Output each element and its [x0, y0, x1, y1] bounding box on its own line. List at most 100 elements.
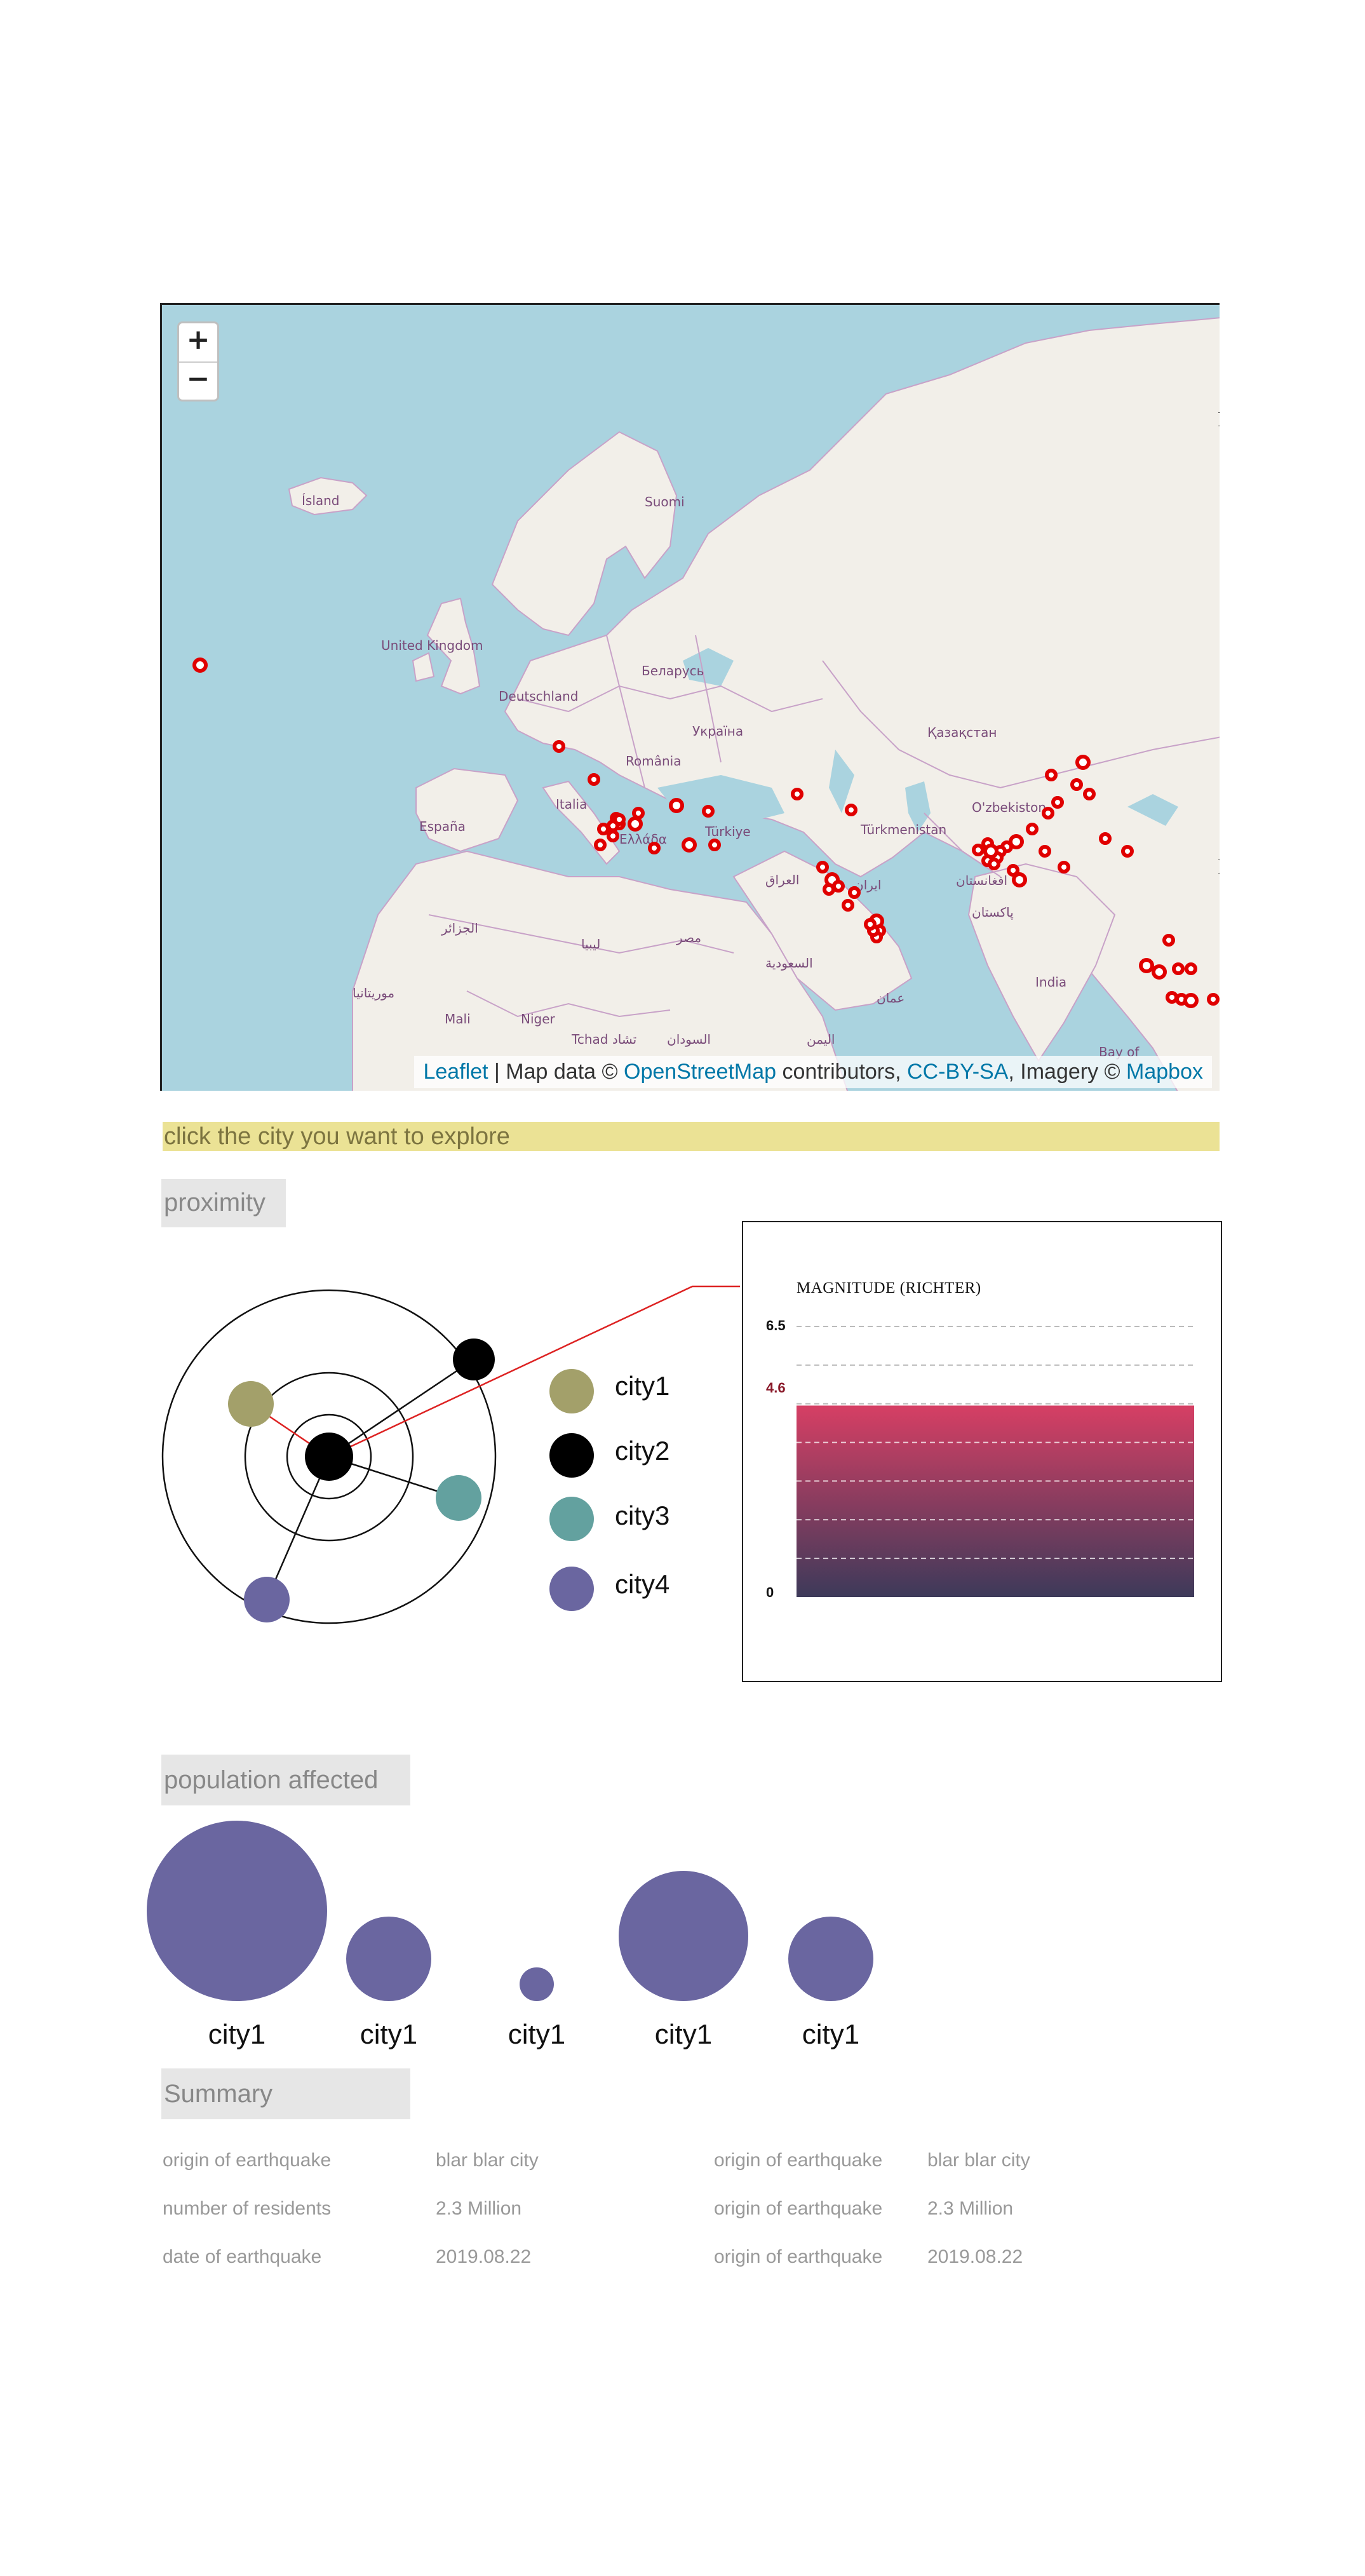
- earthquake-marker[interactable]: [708, 839, 721, 851]
- city4-node[interactable]: [244, 1577, 290, 1622]
- population-label: city1: [360, 2019, 418, 2050]
- map-label: افغانستان: [956, 873, 1007, 888]
- map-label: موريتانيا: [353, 985, 394, 1001]
- population-bubble[interactable]: [147, 1821, 327, 2001]
- map-label: اليمن: [807, 1032, 835, 1047]
- earthquake-marker[interactable]: [816, 861, 829, 873]
- population-bubble[interactable]: [520, 1967, 554, 2001]
- map-tiles[interactable]: Ísland Suomi United Kingdom Deutschland …: [162, 305, 1220, 1091]
- population-bubble[interactable]: [788, 1916, 873, 2001]
- earthquake-marker[interactable]: [988, 858, 1000, 870]
- earthquake-marker[interactable]: [632, 807, 645, 819]
- summary-title: Summary: [161, 2068, 410, 2119]
- zoom-out-button[interactable]: −: [179, 361, 217, 400]
- map-label: Tchad تشاد: [571, 1032, 636, 1047]
- population-label: city1: [208, 2019, 266, 2050]
- attribution-text: contributors,: [776, 1060, 908, 1084]
- earthquake-marker[interactable]: [1121, 845, 1134, 858]
- earthquake-marker[interactable]: [1075, 755, 1091, 770]
- earthquake-marker[interactable]: [597, 823, 610, 835]
- earthquake-marker[interactable]: [1099, 832, 1112, 845]
- legend-dot-city2[interactable]: [549, 1433, 594, 1478]
- city1-node[interactable]: [228, 1381, 274, 1427]
- earthquake-marker[interactable]: [1051, 796, 1064, 809]
- mapbox-link[interactable]: Mapbox: [1126, 1060, 1203, 1084]
- earthquake-marker[interactable]: [1012, 872, 1027, 887]
- legend-label[interactable]: city1: [615, 1371, 670, 1401]
- map-label: السعودية: [765, 955, 813, 971]
- osm-link[interactable]: OpenStreetMap: [624, 1060, 777, 1084]
- proximity-ring-middle: [244, 1372, 414, 1542]
- magnitude-chart: [797, 1326, 1194, 1597]
- map-label: India: [1035, 974, 1066, 990]
- magnitude-panel: MAGNITUDE (RICHTER) 6.5 4.6 0: [742, 1221, 1222, 1682]
- earthquake-marker[interactable]: [1139, 958, 1154, 973]
- map-label: Ελλάδα: [619, 832, 667, 847]
- population-bubble[interactable]: [618, 1871, 749, 2001]
- earthquake-marker[interactable]: [1039, 845, 1051, 858]
- earthquake-marker[interactable]: [682, 837, 697, 853]
- population-label: city1: [654, 2019, 713, 2050]
- earthquake-marker[interactable]: [588, 773, 600, 786]
- map-label: O'zbekiston: [972, 800, 1046, 815]
- map-label: United Kingdom: [381, 638, 483, 653]
- earthquake-marker[interactable]: [1185, 962, 1197, 975]
- earthquake-marker[interactable]: [1152, 964, 1167, 980]
- earthquake-marker[interactable]: [823, 883, 835, 896]
- earthquake-marker[interactable]: [1183, 993, 1199, 1008]
- proximity-ring-inner: [286, 1413, 372, 1500]
- population-bubble[interactable]: [346, 1916, 431, 2001]
- earthquake-marker[interactable]: [607, 830, 619, 842]
- earthquake-marker[interactable]: [669, 798, 684, 813]
- earthquake-marker[interactable]: [842, 899, 854, 912]
- leaflet-link[interactable]: Leaflet: [423, 1060, 488, 1084]
- earthquake-marker[interactable]: [628, 816, 643, 832]
- earthquake-marker[interactable]: [1166, 991, 1178, 1004]
- earthquake-marker[interactable]: [1083, 788, 1096, 800]
- earthquake-marker[interactable]: [702, 805, 715, 818]
- earthquake-marker[interactable]: [1070, 778, 1083, 791]
- legend-dot-city4[interactable]: [549, 1567, 594, 1611]
- earthquake-marker[interactable]: [594, 839, 607, 851]
- earthquake-marker[interactable]: [791, 788, 804, 800]
- center-city-node[interactable]: [305, 1433, 353, 1481]
- earthquake-marker[interactable]: [832, 880, 845, 893]
- legend-label[interactable]: city2: [615, 1436, 670, 1466]
- earthquake-marker[interactable]: [192, 657, 208, 673]
- link-line: [328, 1358, 474, 1458]
- earthquake-marker[interactable]: [648, 842, 661, 854]
- city3-node[interactable]: [436, 1475, 481, 1521]
- earthquake-marker[interactable]: [845, 804, 857, 816]
- earthquake-marker[interactable]: [848, 886, 861, 899]
- license-link[interactable]: CC-BY-SA: [907, 1060, 1009, 1084]
- zoom-in-button[interactable]: +: [186, 323, 210, 356]
- city2-node[interactable]: [453, 1339, 495, 1380]
- earthquake-marker[interactable]: [864, 918, 877, 931]
- map-label: پاکستان: [972, 905, 1014, 920]
- earthquake-marker[interactable]: [1026, 823, 1039, 835]
- summary-value: blar blar city: [436, 2150, 539, 2171]
- earthquake-marker[interactable]: [972, 844, 985, 856]
- population-title: population affected: [161, 1755, 410, 1805]
- summary-label: origin of earthquake: [163, 2150, 332, 2171]
- earthquake-marker[interactable]: [1042, 807, 1054, 819]
- legend-label[interactable]: city4: [615, 1569, 670, 1599]
- magnitude-tick: 6.5: [766, 1318, 786, 1333]
- callout-line: [328, 1285, 740, 1458]
- earthquake-marker[interactable]: [1162, 934, 1175, 947]
- earthquake-marker[interactable]: [1045, 769, 1058, 781]
- earthquake-marker[interactable]: [553, 740, 565, 753]
- earthquake-marker[interactable]: [1172, 962, 1185, 975]
- earthquake-marker[interactable]: [1207, 993, 1220, 1006]
- legend-dot-city3[interactable]: [549, 1497, 594, 1541]
- summary-value: blar blar city: [927, 2150, 1030, 2171]
- earthquake-map[interactable]: Ísland Suomi United Kingdom Deutschland …: [160, 303, 1220, 1091]
- earthquake-marker[interactable]: [1058, 861, 1070, 873]
- map-label: Беларусь: [642, 663, 704, 678]
- earthquake-marker[interactable]: [607, 819, 619, 832]
- legend-label[interactable]: city3: [615, 1500, 670, 1530]
- legend-dot-city1[interactable]: [549, 1369, 594, 1413]
- map-label: العراق: [765, 872, 799, 887]
- map-label: Niger: [521, 1011, 556, 1027]
- earthquake-marker[interactable]: [1007, 864, 1019, 877]
